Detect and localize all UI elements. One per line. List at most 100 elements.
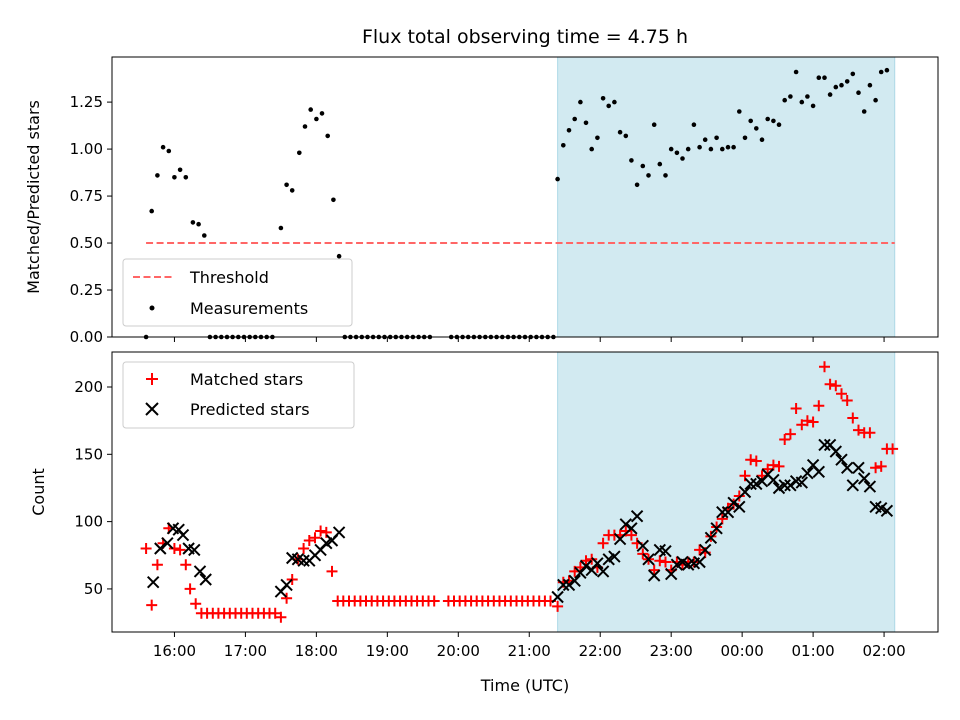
matched-star-point — [830, 380, 842, 392]
matched-star-point — [660, 556, 671, 568]
bottom-legend-box — [122, 361, 355, 429]
y-tick-label: 150 — [74, 445, 103, 463]
measurement-point — [680, 156, 685, 161]
matched-star-point — [824, 378, 836, 390]
measurement-point — [884, 67, 890, 73]
y-tick-label: 0.00 — [70, 328, 103, 346]
matched-star-point — [654, 555, 666, 567]
predicted-star-point — [710, 522, 723, 535]
matched-star-point — [586, 553, 598, 565]
predicted-star-point — [659, 544, 672, 558]
matched-star-point — [819, 361, 830, 373]
predicted-star-point — [161, 536, 174, 550]
matched-star-point — [580, 555, 592, 567]
legend-matched-label: Matched stars — [190, 370, 303, 389]
measurement-point — [172, 175, 177, 180]
measurement-point — [190, 220, 196, 225]
y-tick-label: 100 — [74, 513, 103, 531]
predicted-star-point — [568, 574, 581, 588]
matched-star-point — [190, 598, 202, 610]
matched-star-point — [140, 543, 152, 554]
predicted-star-point — [579, 559, 593, 573]
matched-star-point — [864, 427, 876, 439]
bottom-legend: Matched stars Predicted stars — [122, 361, 355, 429]
predicted-star-point — [551, 590, 564, 604]
measurement-point — [793, 69, 799, 75]
y-tick-label: 50 — [84, 580, 103, 598]
matched-star-point — [773, 460, 785, 472]
matched-star-point — [281, 592, 293, 604]
measurement-point — [856, 90, 861, 95]
predicted-star-point — [642, 553, 655, 566]
predicted-star-point — [801, 466, 814, 480]
predicted-star-point — [619, 518, 633, 531]
predicted-star-point — [795, 476, 809, 489]
x-tick-label: 19:00 — [366, 642, 409, 660]
measurement-point — [674, 150, 680, 156]
matched-star-point — [428, 595, 440, 607]
matched-star-point — [790, 403, 802, 414]
top-y-axis-label: Matched/Predicted stars — [24, 100, 43, 294]
predicted-star-point — [812, 465, 826, 479]
predicted-star-point — [647, 569, 661, 582]
measurement-point — [691, 122, 697, 127]
predicted-star-point — [193, 565, 207, 578]
predicted-star-point — [863, 480, 877, 493]
measurement-point — [617, 129, 623, 135]
matched-star-point — [841, 395, 853, 406]
matched-star-point — [146, 599, 158, 611]
measurement-point — [714, 135, 719, 141]
predicted-star-point — [625, 522, 638, 535]
measurement-point — [833, 84, 839, 90]
matched-star-point — [733, 490, 745, 502]
top-axes-frame — [111, 56, 939, 338]
measurement-point — [805, 94, 810, 99]
measurement-point — [302, 124, 308, 129]
matched-star-point — [625, 529, 637, 541]
x-tick-label: 18:00 — [295, 642, 338, 660]
measurement-point — [708, 146, 714, 152]
measurement-point — [839, 82, 844, 88]
matched-star-point — [180, 559, 192, 571]
x-tick-label: 17:00 — [224, 642, 267, 660]
bottom-y-axis-label: Count — [29, 468, 48, 516]
measurement-point — [759, 137, 765, 142]
matched-star-point — [745, 454, 757, 466]
measurement-point — [731, 144, 736, 150]
measurement-point — [314, 116, 319, 122]
predicted-star-point — [608, 550, 621, 563]
predicted-star-point — [562, 578, 576, 592]
measurement-point — [160, 144, 166, 150]
x-tick-label: 01:00 — [791, 642, 834, 660]
matched-star-point — [847, 412, 859, 424]
measurement-point — [646, 173, 651, 178]
top-shade-layer — [557, 56, 896, 338]
legend-threshold-label: Threshold — [189, 268, 269, 287]
measurement-point — [166, 148, 172, 154]
bottom-shade-layer — [557, 351, 896, 633]
measurement-point — [331, 197, 336, 203]
measurement-point — [566, 128, 572, 133]
bottom-x-axis: 16:00 17:00 18:00 19:00 20:00 21:00 22:00 23:00… — [153, 632, 906, 660]
measurement-point — [771, 118, 776, 124]
measurement-point — [702, 137, 708, 142]
matched-star-point — [853, 424, 864, 436]
ratio-panel: 0.00 0.25 0.50 0.75 1.00 1.25 Matched/Predict… — [24, 56, 939, 346]
measurement-point — [822, 75, 827, 80]
measurement-point — [765, 116, 770, 122]
predicted-star-point — [591, 557, 604, 570]
matched-star-point — [326, 565, 338, 577]
measurement-point — [810, 103, 816, 109]
measurement-point — [612, 99, 617, 105]
measurement-point — [634, 182, 640, 188]
measurement-point — [861, 109, 867, 114]
matched-star-point — [648, 564, 660, 576]
count-panel: 50 100 150 200 16:00 17:00 18:00 19:00 20:00 21:… — [29, 351, 939, 695]
measurement-point — [640, 163, 646, 169]
x-tick-label: 02:00 — [862, 642, 905, 660]
measurement-point — [289, 188, 295, 193]
matched-star-point — [309, 532, 321, 544]
x-tick-label: 16:00 — [153, 642, 196, 660]
measurement-point — [196, 221, 201, 227]
